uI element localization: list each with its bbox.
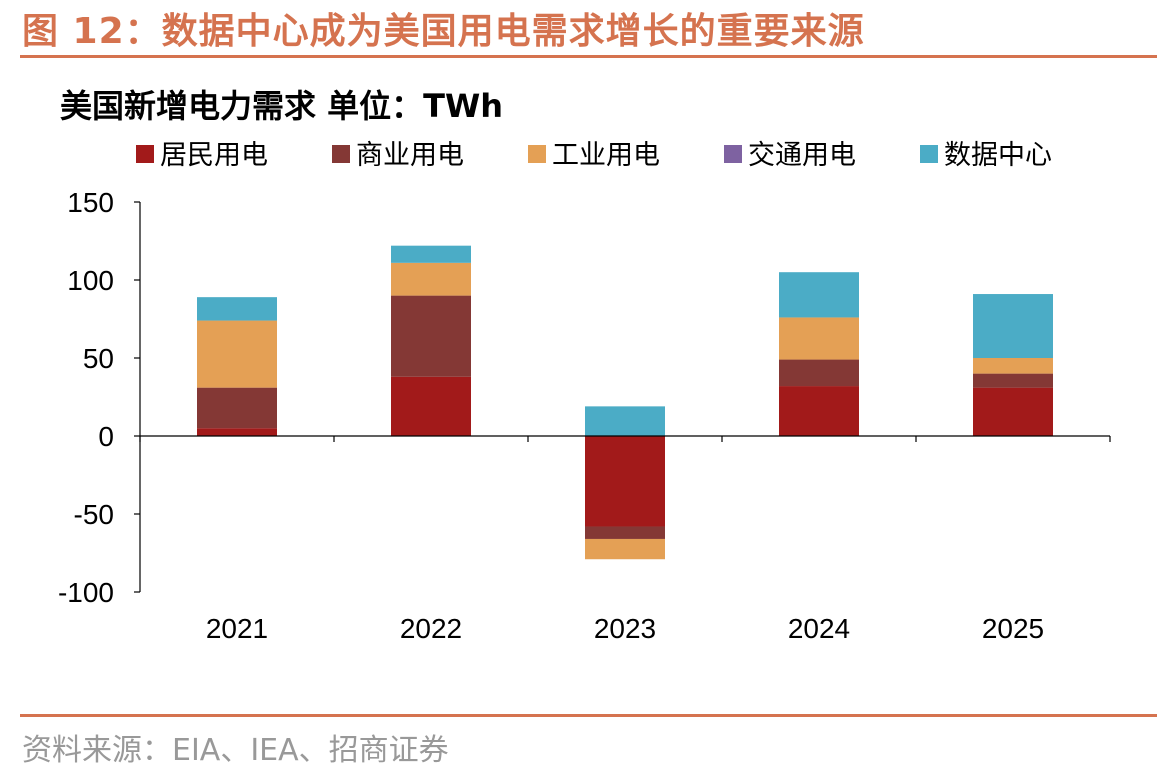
bar-segment — [391, 295, 471, 377]
bar-segment — [585, 436, 665, 527]
bar-segment — [197, 428, 277, 436]
bar-segment — [779, 359, 859, 387]
bar-segment — [585, 406, 665, 436]
bar-segment — [779, 386, 859, 436]
bar-segment — [197, 387, 277, 429]
bar-segment — [391, 376, 471, 436]
bar-segment — [973, 387, 1053, 436]
figure-title: 图 12：数据中心成为美国用电需求增长的重要来源 — [22, 11, 865, 52]
y-tick-label: -50 — [74, 499, 114, 530]
legend-label: 交通用电 — [748, 140, 856, 171]
x-tick-label: 2025 — [982, 613, 1044, 644]
y-tick-label: 0 — [98, 421, 114, 452]
y-tick-label: 150 — [67, 187, 114, 218]
bar-segment — [391, 262, 471, 296]
bar-segment — [197, 297, 277, 321]
bar-segment — [391, 245, 471, 263]
axes: 150 100 50 0 -50 -100 2021 2022 2023 2024 2025 — [58, 187, 1111, 644]
bottom-divider — [20, 714, 1157, 717]
y-tick-label: -100 — [58, 577, 114, 608]
bar-segment — [779, 272, 859, 318]
bar-segment — [973, 294, 1053, 358]
x-tick-label: 2021 — [206, 613, 268, 644]
legend-label: 数据中心 — [944, 140, 1052, 171]
legend-swatch — [920, 145, 938, 163]
bar-segment — [973, 358, 1053, 374]
legend-label: 工业用电 — [552, 140, 660, 171]
legend-swatch — [332, 145, 350, 163]
bar-segment — [973, 373, 1053, 388]
legend-label: 居民用电 — [160, 140, 268, 171]
bar-segment — [585, 526, 665, 539]
legend: 居民用电 商业用电 工业用电 交通用电 数据中心 — [136, 140, 1052, 171]
y-tick-label: 100 — [67, 265, 114, 296]
bar-segment — [197, 320, 277, 388]
x-tick-label: 2023 — [594, 613, 656, 644]
legend-swatch — [136, 145, 154, 163]
bars — [197, 245, 1053, 560]
bar-segment — [779, 317, 859, 360]
x-tick-label: 2022 — [400, 613, 462, 644]
bar-segment — [585, 538, 665, 560]
top-divider — [20, 55, 1157, 58]
legend-swatch — [724, 145, 742, 163]
x-tick-label: 2024 — [788, 613, 850, 644]
chart-title: 美国新增电力需求 单位：TWh — [60, 87, 503, 125]
y-tick-label: 50 — [83, 343, 114, 374]
legend-swatch — [528, 145, 546, 163]
legend-label: 商业用电 — [356, 140, 464, 171]
source-note: 资料来源：EIA、IEA、招商证券 — [22, 733, 449, 768]
